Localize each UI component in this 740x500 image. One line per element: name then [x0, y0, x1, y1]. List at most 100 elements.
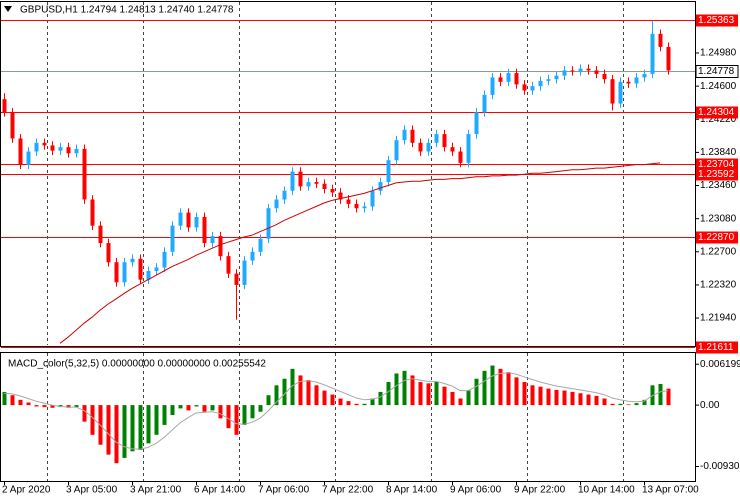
- candle-body: [602, 73, 607, 80]
- macd-bar: [522, 382, 527, 406]
- macd-bar: [290, 368, 295, 406]
- candle-body: [314, 182, 319, 184]
- macd-bar: [410, 375, 415, 406]
- macd-bar: [306, 380, 311, 406]
- macd-bar: [298, 375, 303, 406]
- candle-body: [514, 73, 519, 85]
- macd-bar: [642, 399, 647, 406]
- macd-bar: [474, 378, 479, 406]
- y-tick-label: 1.23840: [700, 147, 737, 158]
- macd-bar: [2, 391, 7, 406]
- candle-body: [186, 212, 191, 228]
- macd-bar: [242, 405, 247, 425]
- candle-body: [290, 171, 295, 191]
- candle-body: [546, 79, 551, 81]
- macd-bar: [490, 365, 495, 406]
- x-tick-label: 8 Apr 14:00: [386, 485, 438, 496]
- macd-bar: [122, 405, 127, 458]
- candle-body: [490, 77, 495, 95]
- candle-body: [498, 77, 503, 82]
- candle-body: [634, 77, 639, 84]
- candle-body: [202, 216, 207, 244]
- macd-bar: [402, 370, 407, 406]
- macd-bar: [170, 405, 175, 416]
- macd-bar: [546, 388, 551, 406]
- y-tick-label: 1.22700: [700, 246, 737, 257]
- macd-bar: [458, 398, 463, 406]
- candle-body: [266, 208, 271, 239]
- level-label: 1.23592: [698, 169, 735, 180]
- candle-body: [562, 70, 567, 76]
- candle-body: [106, 243, 111, 263]
- macd-bar: [210, 405, 215, 411]
- candle-body: [570, 70, 575, 72]
- macd-bar: [330, 394, 335, 406]
- macd-y-tick-label: 0.00: [700, 400, 720, 411]
- candle-body: [58, 147, 63, 151]
- collapse-icon[interactable]: [4, 6, 12, 12]
- macd-bar: [602, 398, 607, 406]
- macd-bar: [434, 382, 439, 406]
- candle-body: [162, 251, 167, 268]
- candle-body: [138, 258, 143, 280]
- macd-panel: [0, 352, 696, 482]
- macd-bar: [362, 403, 367, 406]
- macd-bar: [378, 391, 383, 406]
- candle-body: [218, 236, 223, 257]
- candle-body: [194, 216, 199, 228]
- macd-signal: [3, 372, 669, 450]
- candle-body: [618, 81, 623, 104]
- last-price-box: [695, 65, 739, 78]
- level-label: 1.22870: [698, 232, 735, 243]
- candle-body: [506, 73, 511, 82]
- y-tick-label: 1.23080: [700, 213, 737, 224]
- macd-bar: [322, 390, 327, 406]
- y-tick-label: 1.22320: [700, 280, 737, 291]
- candle-body: [658, 33, 663, 47]
- macd-bar: [594, 395, 599, 406]
- macd-bar: [274, 385, 279, 406]
- macd-bar: [538, 386, 543, 406]
- macd-bar: [66, 405, 71, 408]
- x-tick-label: 6 Apr 14:00: [194, 485, 246, 496]
- candle-body: [82, 148, 87, 200]
- candle-body: [642, 73, 647, 78]
- level-label: 1.25363: [698, 15, 735, 26]
- candle-body: [298, 171, 303, 187]
- candle-body: [146, 270, 151, 280]
- macd-bar: [426, 383, 431, 406]
- macd-bar: [10, 395, 15, 406]
- macd-bar: [386, 382, 391, 406]
- x-tick-label: 7 Apr 06:00: [258, 485, 310, 496]
- macd-bar: [450, 391, 455, 406]
- macd-y-tick-label: 0.0061991: [700, 359, 740, 370]
- x-tick-label: 3 Apr 05:00: [66, 485, 118, 496]
- y-tick-label: 1.24980: [700, 48, 737, 59]
- macd-bar: [506, 372, 511, 406]
- macd-bar: [130, 405, 135, 452]
- level-label: 1.24304: [698, 107, 735, 118]
- candle-body: [386, 160, 391, 183]
- macd-bar: [226, 405, 231, 429]
- candle-body: [242, 260, 247, 285]
- macd-bar: [618, 403, 623, 406]
- macd-bar: [82, 405, 87, 422]
- level-label: 1.23704: [698, 159, 735, 170]
- macd-bar: [138, 405, 143, 450]
- candle-body: [370, 190, 375, 207]
- level-label-box: [696, 14, 738, 27]
- macd-bar: [42, 405, 47, 408]
- macd-y-tick-label: -0.009303: [700, 461, 740, 472]
- macd-bar: [530, 385, 535, 406]
- candle-body: [394, 140, 399, 161]
- candle-body: [42, 142, 47, 146]
- candle-body: [50, 145, 55, 151]
- candle-body: [586, 68, 591, 71]
- x-tick-label: 10 Apr 14:00: [578, 485, 635, 496]
- macd-bar: [466, 390, 471, 406]
- x-tick-label: 9 Apr 06:00: [450, 485, 502, 496]
- candle-body: [666, 46, 671, 71]
- macd-bar: [194, 405, 199, 407]
